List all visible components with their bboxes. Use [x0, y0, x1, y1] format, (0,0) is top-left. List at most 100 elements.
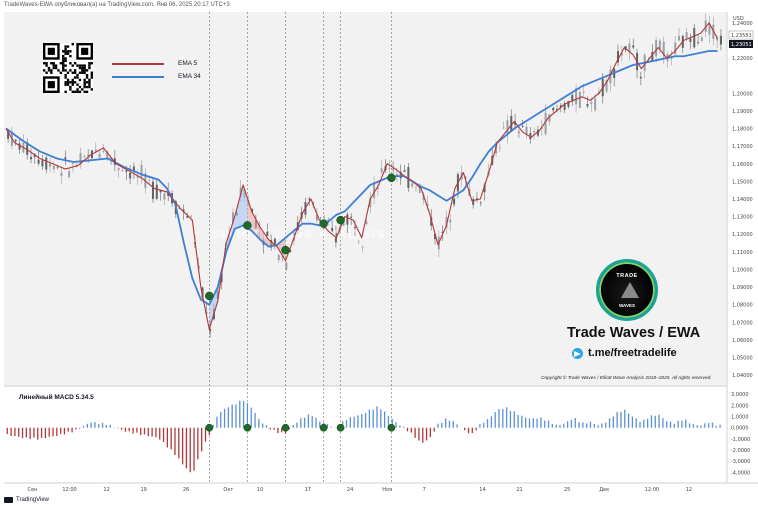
time-tick-16: 12	[686, 487, 692, 493]
qr-module	[43, 69, 46, 72]
qr-module	[69, 81, 72, 84]
qr-module	[64, 83, 67, 86]
candle-body	[151, 181, 154, 199]
qr-module	[85, 85, 89, 89]
macd-tick-3: 0,0000	[731, 426, 749, 432]
qr-module	[83, 90, 86, 93]
candle-body	[117, 168, 120, 170]
candle-body	[125, 170, 128, 172]
macd-crossover-dot-4	[336, 423, 345, 432]
candle-body	[708, 24, 711, 35]
candle-body	[273, 238, 276, 244]
qr-module	[64, 90, 67, 93]
qr-module	[73, 69, 77, 72]
price-tick-7: 1,15000	[732, 179, 753, 185]
chart-legend: EMA 5 EMA 34	[112, 57, 201, 83]
candle-body	[582, 91, 585, 93]
qr-module	[76, 64, 79, 67]
telegram-link[interactable]: t.me/freetradelife	[588, 347, 677, 359]
time-axis-labels: Сен 12:00 12 19 26 Окт 10 17 24 Ноя 7 14 21 25 Дек 12:0…	[28, 487, 693, 493]
telegram-link-row[interactable]: t.me/freetradelife	[572, 347, 677, 359]
candle-body	[399, 171, 402, 179]
qr-module	[64, 69, 67, 72]
candle-body	[563, 103, 566, 110]
candle-body	[517, 131, 520, 133]
qr-module	[64, 57, 67, 60]
price-tick-10: 1,12000	[732, 232, 753, 238]
candle-body	[232, 212, 235, 224]
qr-module	[62, 62, 65, 65]
candle-body	[380, 168, 383, 173]
candle-body	[331, 228, 334, 232]
qr-module	[62, 50, 65, 53]
ema-series	[5, 22, 719, 330]
qr-module	[69, 54, 72, 58]
qr-module	[50, 62, 53, 65]
candle-body	[209, 329, 212, 332]
candle-body	[106, 151, 109, 158]
price-tick-13: 1,09000	[732, 285, 753, 291]
legend-label-ema5: EMA 5	[178, 60, 198, 67]
candle-body	[502, 127, 505, 129]
macd-tick-0: 3,0000	[731, 392, 749, 398]
candle-body	[533, 130, 536, 133]
time-tick-10: 7	[423, 487, 426, 493]
qr-module	[81, 88, 84, 91]
qr-module	[73, 76, 77, 79]
price-tick-15: 1,07000	[732, 320, 753, 326]
price-tick-2: 1,20000	[732, 91, 753, 97]
candle-body	[357, 241, 360, 243]
qr-code[interactable]	[43, 43, 93, 93]
qr-module	[73, 62, 77, 65]
brand-logo[interactable]: TRADE WAVES	[596, 259, 658, 321]
qr-module	[64, 81, 67, 84]
macd-histogram	[6, 400, 721, 473]
time-tick-3: 19	[140, 487, 146, 493]
qr-module	[85, 90, 89, 93]
candle-body	[506, 120, 509, 135]
qr-module	[76, 83, 79, 86]
candle-body	[418, 184, 421, 193]
candle-body	[315, 214, 318, 221]
tradingview-label: TradingView	[16, 497, 50, 503]
candle-body	[369, 197, 372, 208]
qr-module	[66, 81, 70, 84]
qr-module	[73, 71, 77, 74]
qr-module	[85, 76, 89, 79]
tradingview-logo[interactable]: TradingView	[4, 497, 49, 503]
candle-body	[121, 170, 124, 172]
candle-body	[79, 152, 82, 165]
price-tick-14: 1,08000	[732, 303, 753, 309]
qr-module	[69, 62, 72, 65]
qr-module	[71, 81, 74, 84]
price-tick-16: 1,06000	[732, 338, 753, 344]
qr-module	[90, 73, 93, 77]
qr-module	[59, 71, 63, 74]
candle-body	[632, 45, 635, 48]
macd-crossover-dots	[205, 423, 396, 432]
candle-body	[289, 249, 292, 253]
qr-module	[62, 66, 65, 70]
qr-module	[78, 64, 82, 67]
candle-body	[628, 43, 631, 53]
candle-body	[68, 171, 71, 177]
qr-module	[69, 88, 72, 91]
candle-body	[7, 130, 10, 139]
time-tick-15: 12:00	[645, 487, 659, 493]
qr-module	[54, 64, 58, 67]
candle-body	[94, 149, 97, 152]
price-axis-labels: 1,24000 1,22000 1,20000 1,19000 1,18000 1,170…	[732, 21, 753, 379]
last-price-bg	[729, 40, 753, 48]
price-tick-12: 1,10000	[732, 267, 753, 273]
candle-body	[510, 116, 513, 132]
crossover-dot-1	[243, 221, 252, 230]
macd-tick-6: -3,0000	[731, 459, 750, 465]
candle-body	[159, 189, 162, 193]
candle-body	[586, 104, 589, 107]
candle-body	[529, 133, 532, 140]
qr-module	[62, 57, 65, 60]
crossover-dots	[205, 173, 396, 301]
legend-item-ema34: EMA 34	[112, 70, 201, 83]
time-tick-13: 25	[564, 487, 570, 493]
